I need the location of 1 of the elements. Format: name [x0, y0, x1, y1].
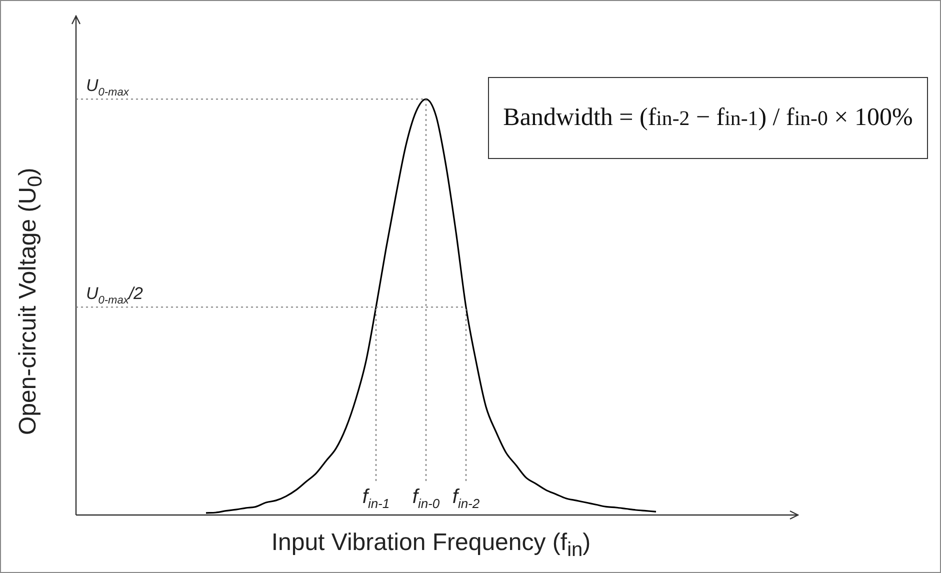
x-axis-title: Input Vibration Frequency (f$_{in}$): [270, 529, 592, 562]
